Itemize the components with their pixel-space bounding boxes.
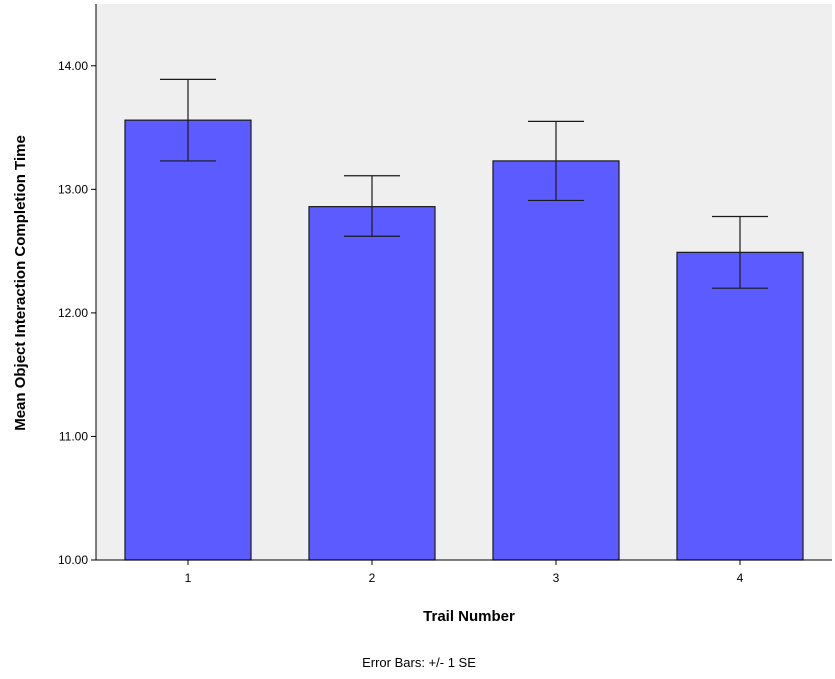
y-tick-label: 10.00 — [58, 553, 88, 567]
y-axis-ticks: 10.00 11.00 12.00 13.00 14.00 — [58, 59, 96, 567]
bars-group — [124, 119, 804, 561]
bar — [124, 119, 252, 561]
x-tick-label: 4 — [737, 571, 744, 585]
error-bars-group — [160, 78, 768, 289]
error-bar — [712, 215, 768, 289]
x-tick-label: 1 — [185, 571, 192, 585]
error-bar — [528, 120, 584, 202]
y-axis-title: Mean Object Interaction Completion Time — [12, 135, 29, 431]
error-bar — [160, 78, 216, 162]
error-bar — [344, 175, 400, 237]
x-axis-ticks: 1 2 3 4 — [185, 560, 744, 585]
bar — [492, 160, 620, 561]
error-bars-footnote: Error Bars: +/- 1 SE — [362, 655, 476, 670]
bar — [308, 206, 436, 561]
y-tick-label: 12.00 — [58, 306, 88, 320]
y-tick-label: 11.00 — [59, 429, 88, 443]
y-tick-label: 13.00 — [58, 182, 88, 196]
x-tick-label: 2 — [369, 571, 376, 585]
bar — [676, 251, 804, 561]
y-tick-label: 14.00 — [58, 59, 88, 73]
x-axis-title: Trail Number — [423, 608, 515, 625]
x-tick-label: 3 — [553, 571, 560, 585]
